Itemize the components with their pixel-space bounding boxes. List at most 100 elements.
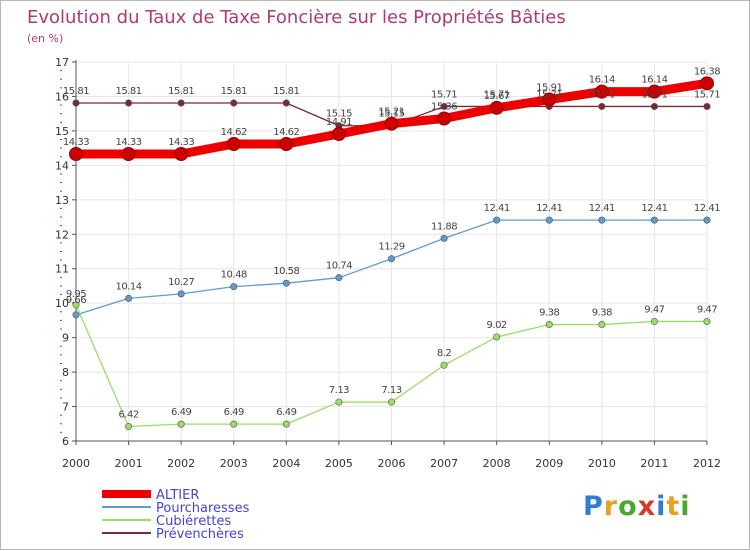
- x-tick-label: 2004: [272, 457, 300, 470]
- data-point: [440, 234, 448, 242]
- data-label: 6.49: [224, 407, 244, 418]
- data-point: [72, 99, 80, 107]
- logo-letter: r: [603, 491, 619, 522]
- data-label: 12.41: [536, 203, 562, 214]
- legend-label: Cubiérettes: [156, 514, 231, 529]
- y-tick-label: 15: [55, 125, 69, 138]
- logo-letter: x: [637, 491, 657, 522]
- x-tick-label: 2009: [535, 457, 563, 470]
- data-point: [440, 361, 448, 369]
- data-point: [331, 127, 346, 142]
- data-point: [177, 290, 185, 298]
- data-point: [69, 146, 83, 161]
- data-label: 6.49: [276, 407, 296, 418]
- data-point: [72, 301, 80, 309]
- data-label: 16.14: [641, 75, 667, 86]
- proxiti-logo: Proxiti: [583, 491, 691, 522]
- data-point: [598, 321, 606, 329]
- data-point: [282, 279, 290, 287]
- data-label: 15.36: [431, 102, 457, 113]
- data-point: [121, 146, 136, 161]
- data-point: [703, 102, 711, 110]
- data-label: 14.33: [116, 137, 142, 148]
- data-point: [230, 420, 238, 428]
- data-point: [703, 216, 711, 224]
- legend: ALTIERPourcharessesCubiérettesPrévenchèr…: [102, 488, 250, 542]
- data-label: 9.95: [66, 289, 86, 300]
- data-label: 11.88: [431, 221, 457, 232]
- data-point: [226, 137, 241, 152]
- data-label: 10.48: [221, 270, 247, 281]
- data-point: [335, 398, 343, 406]
- x-tick-label: 2002: [167, 457, 195, 470]
- data-label: 16.14: [589, 75, 615, 86]
- data-label: 12.41: [484, 203, 510, 214]
- data-point: [647, 84, 662, 99]
- x-tick-label: 2011: [640, 457, 668, 470]
- data-label: 12.41: [694, 203, 720, 214]
- data-label: 14.33: [63, 137, 89, 148]
- y-tick-label: 13: [55, 194, 69, 207]
- data-label: 9.47: [644, 304, 664, 315]
- x-tick-label: 2010: [588, 457, 616, 470]
- data-label: 15.15: [326, 109, 352, 120]
- y-tick-label: 9: [62, 332, 69, 345]
- logo-letter: i: [656, 491, 667, 522]
- y-tick-label: 14: [55, 159, 69, 172]
- data-label: 15.71: [536, 89, 562, 100]
- y-tick-label: 10: [55, 297, 69, 310]
- y-tick-label: 7: [62, 401, 69, 414]
- data-point: [282, 99, 290, 107]
- data-label: 10.58: [273, 266, 299, 277]
- data-point: [598, 102, 606, 110]
- data-label: 9.47: [697, 304, 717, 315]
- data-label: 15.81: [168, 86, 194, 97]
- logo-letter: o: [618, 491, 638, 522]
- data-point: [282, 420, 290, 428]
- data-label: 15.21: [378, 107, 404, 118]
- data-point: [493, 216, 501, 224]
- data-label: 14.33: [168, 137, 194, 148]
- logo-letter: t: [666, 491, 681, 522]
- legend-label: ALTIER: [156, 488, 199, 503]
- data-label: 15.81: [116, 86, 142, 97]
- data-label: 12.41: [641, 203, 667, 214]
- data-label: 9.38: [539, 308, 559, 319]
- x-tick-label: 2006: [378, 457, 406, 470]
- x-tick-label: 2012: [693, 457, 721, 470]
- data-label: 15.81: [273, 86, 299, 97]
- data-point: [230, 283, 238, 291]
- x-tick-label: 2001: [115, 457, 143, 470]
- data-label: 15.71: [431, 89, 457, 100]
- data-label: 15.15: [378, 109, 404, 120]
- data-label: 6.42: [118, 410, 138, 421]
- data-point: [440, 102, 448, 110]
- legend-label: Pourcharesses: [156, 501, 250, 516]
- x-tick-label: 2003: [220, 457, 248, 470]
- data-point: [650, 317, 658, 325]
- data-point: [177, 99, 185, 107]
- data-point: [493, 333, 501, 341]
- data-label: 10.27: [168, 277, 194, 288]
- data-point: [545, 321, 553, 329]
- data-label: 11.29: [378, 242, 404, 253]
- data-point: [594, 84, 609, 99]
- data-point: [598, 216, 606, 224]
- data-point: [125, 294, 133, 302]
- data-label: 10.74: [326, 261, 352, 272]
- data-label: 14.62: [273, 127, 299, 138]
- data-label: 9.38: [592, 308, 612, 319]
- data-point: [125, 99, 133, 107]
- data-point: [489, 100, 504, 115]
- logo-letter: P: [583, 491, 604, 522]
- series-lines: [69, 76, 714, 431]
- data-labels: 14.33 14.33 14.33 14.62 14.62 14.91 15.21 15.36…: [63, 66, 721, 421]
- chart-subtitle: (en %): [27, 32, 63, 45]
- data-label: 9.66: [66, 295, 86, 306]
- logo-letter: i: [680, 491, 691, 522]
- legend-label: Prévenchères: [156, 527, 244, 542]
- data-point: [700, 76, 714, 91]
- data-label: 10.14: [116, 281, 142, 292]
- data-point: [335, 274, 343, 282]
